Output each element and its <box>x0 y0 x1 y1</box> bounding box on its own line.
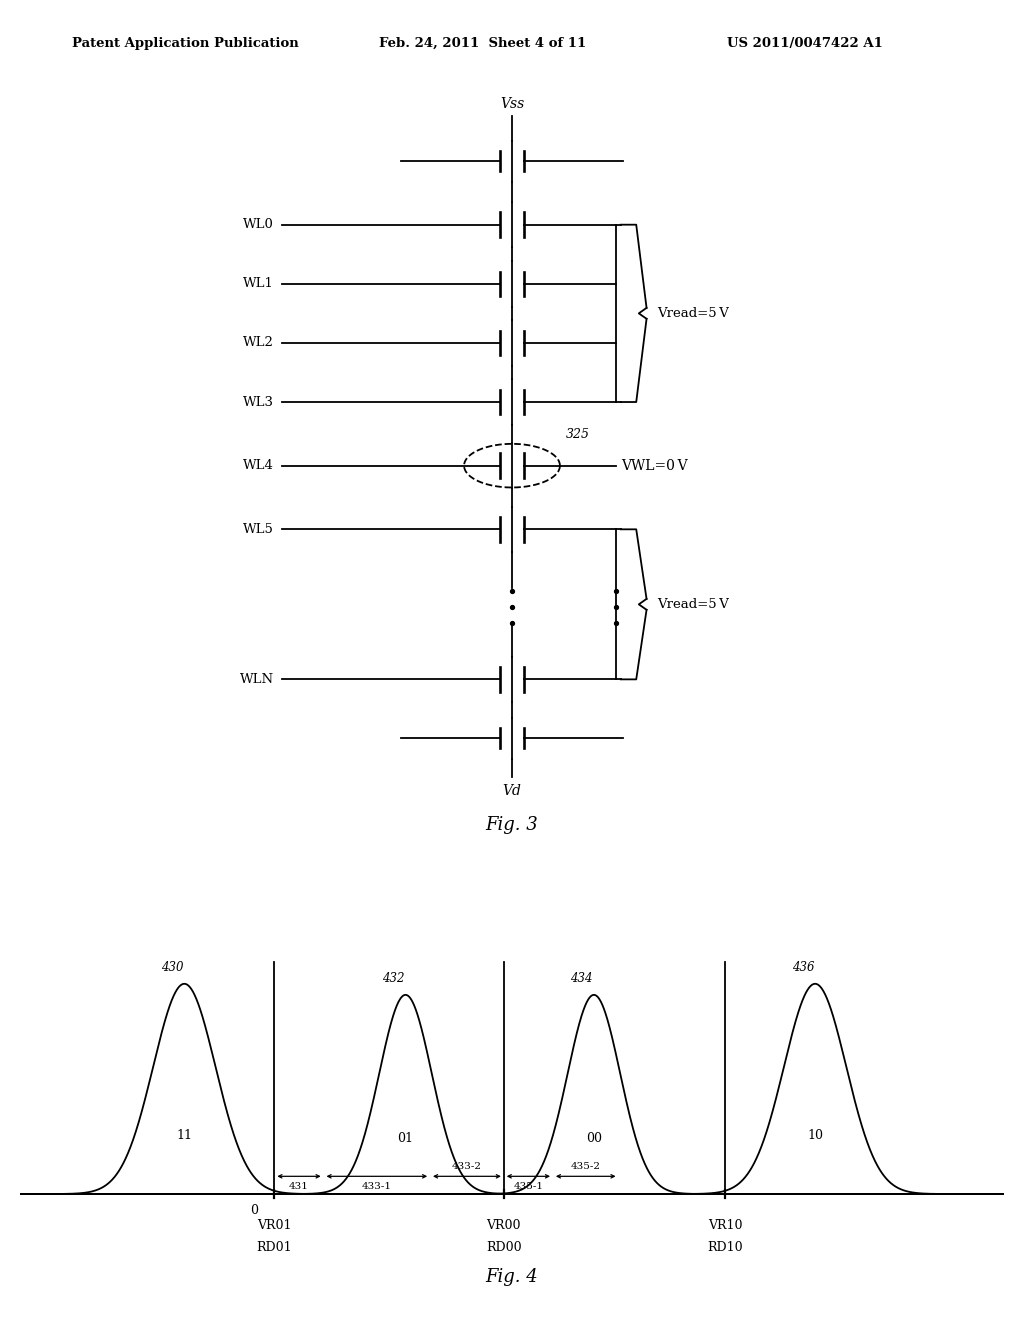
Text: 0: 0 <box>250 1204 258 1217</box>
Text: WL4: WL4 <box>244 459 274 473</box>
Text: WLN: WLN <box>240 673 274 686</box>
Text: 435-2: 435-2 <box>570 1162 601 1171</box>
Text: Fig. 3: Fig. 3 <box>485 816 539 834</box>
Text: 430: 430 <box>161 961 183 974</box>
Text: 11: 11 <box>176 1129 193 1142</box>
Text: VR00: VR00 <box>486 1218 521 1232</box>
Text: Vread=5 V: Vread=5 V <box>657 598 729 611</box>
Text: Vd: Vd <box>503 784 521 797</box>
Text: Vss: Vss <box>500 98 524 111</box>
Text: 00: 00 <box>586 1131 602 1144</box>
Text: RD01: RD01 <box>257 1241 292 1254</box>
Text: 436: 436 <box>792 961 814 974</box>
Text: US 2011/0047422 A1: US 2011/0047422 A1 <box>727 37 883 50</box>
Text: VWL=0 V: VWL=0 V <box>621 458 687 473</box>
Text: 10: 10 <box>807 1129 823 1142</box>
Text: WL3: WL3 <box>244 396 274 408</box>
Text: Fig. 4: Fig. 4 <box>485 1269 539 1286</box>
Text: RD10: RD10 <box>708 1241 742 1254</box>
Text: 432: 432 <box>382 972 404 985</box>
Text: Patent Application Publication: Patent Application Publication <box>72 37 298 50</box>
Text: WL0: WL0 <box>244 218 274 231</box>
Text: Feb. 24, 2011  Sheet 4 of 11: Feb. 24, 2011 Sheet 4 of 11 <box>379 37 586 50</box>
Text: 433-1: 433-1 <box>361 1181 392 1191</box>
Text: Vread=5 V: Vread=5 V <box>657 306 729 319</box>
Text: 01: 01 <box>397 1131 414 1144</box>
Text: 433-2: 433-2 <box>452 1162 482 1171</box>
Text: VR10: VR10 <box>708 1218 742 1232</box>
Text: VR01: VR01 <box>257 1218 292 1232</box>
Text: WL5: WL5 <box>244 523 274 536</box>
Text: RD00: RD00 <box>486 1241 521 1254</box>
Text: 325: 325 <box>565 428 590 441</box>
Text: 431: 431 <box>289 1181 309 1191</box>
Text: 435-1: 435-1 <box>513 1181 544 1191</box>
Text: WL1: WL1 <box>244 277 274 290</box>
Text: WL2: WL2 <box>244 337 274 350</box>
Text: 434: 434 <box>570 972 593 985</box>
